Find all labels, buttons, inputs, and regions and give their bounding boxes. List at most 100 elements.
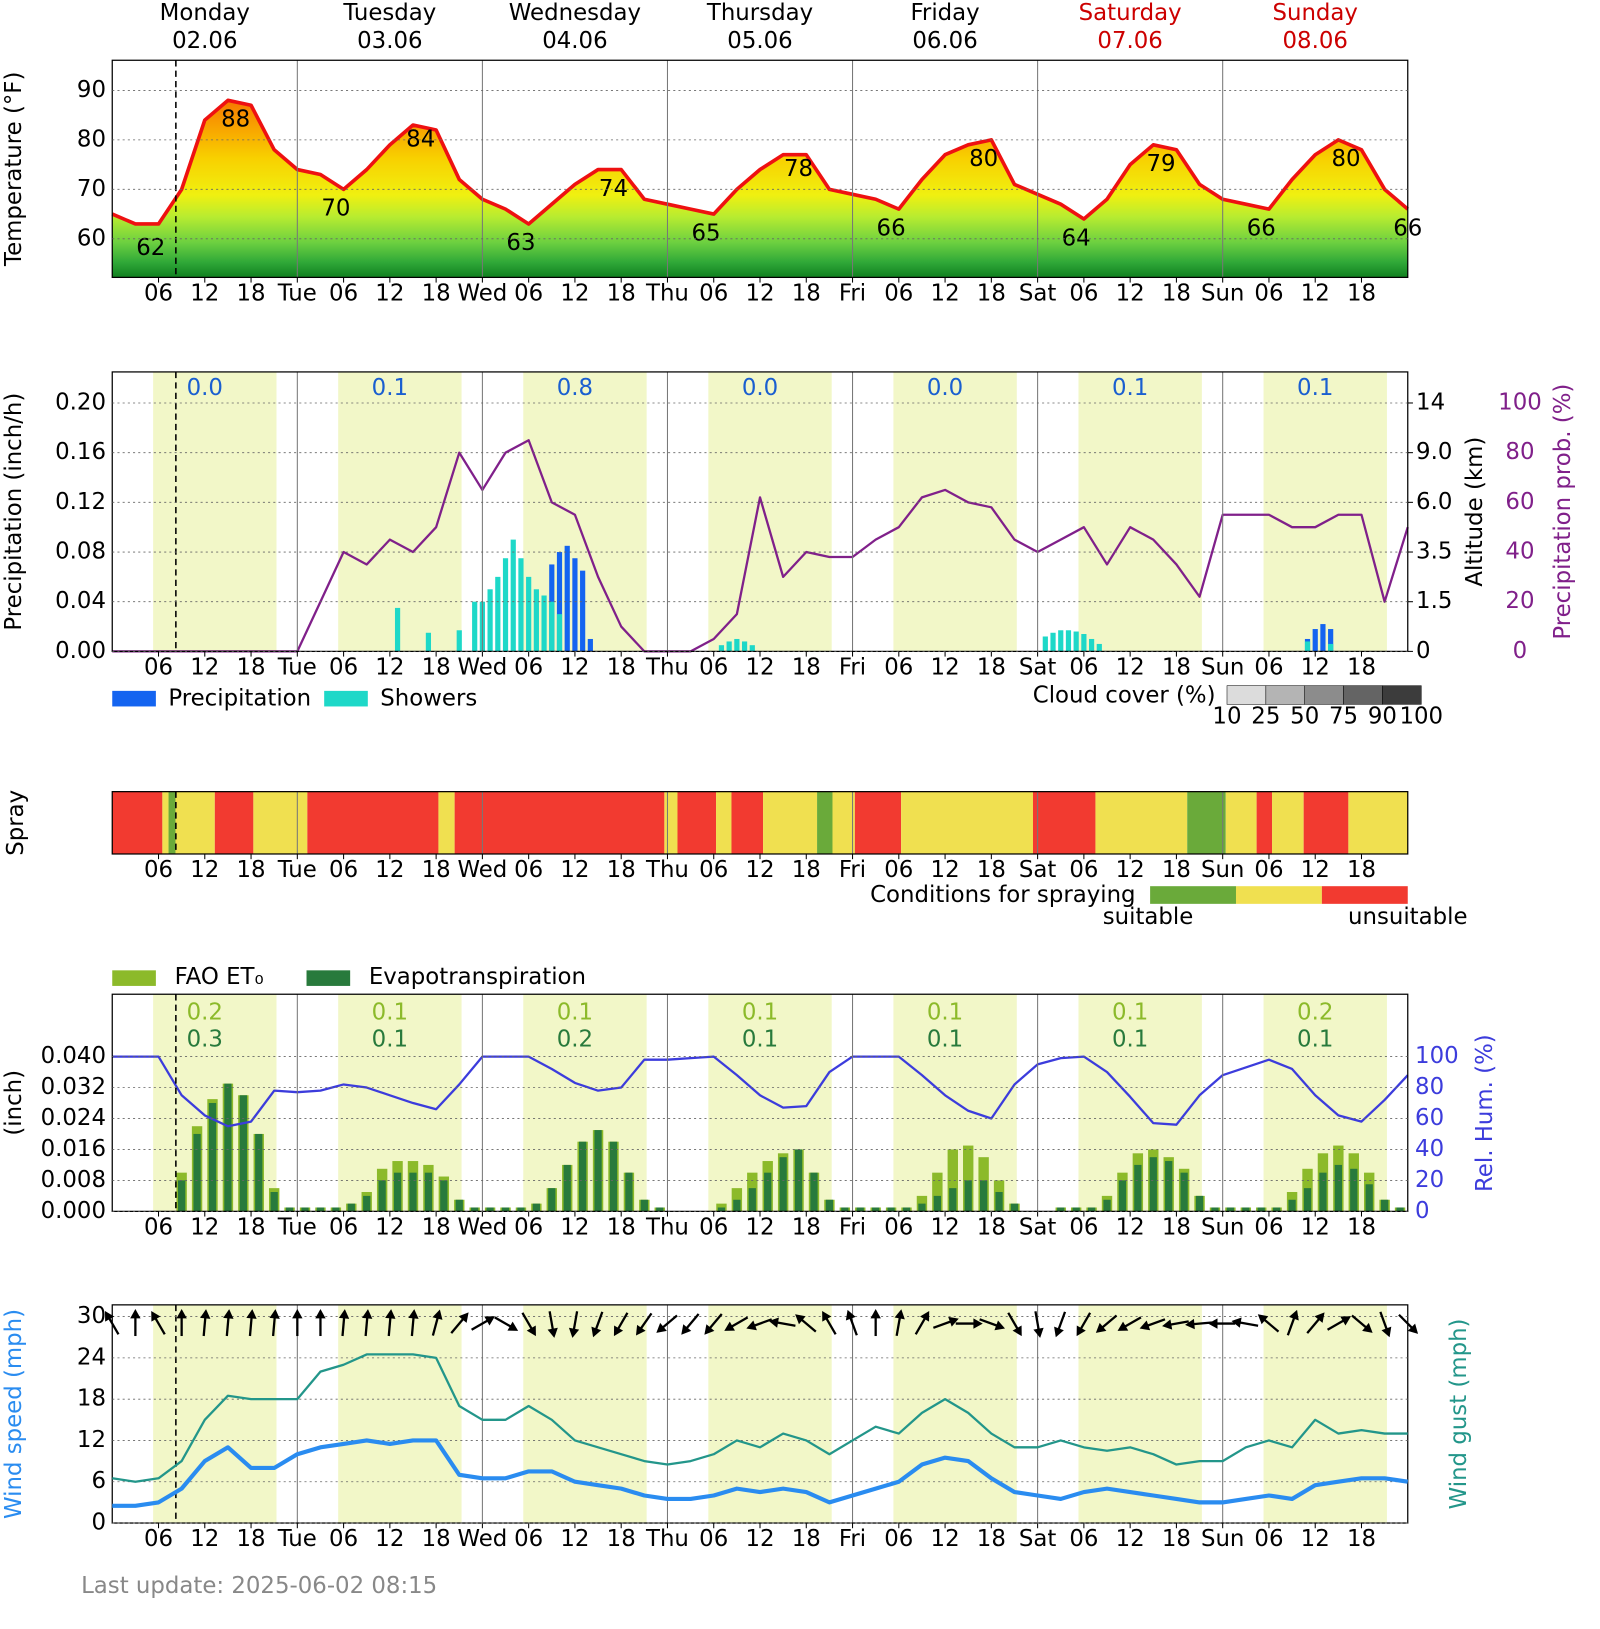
legend-swatch — [1343, 685, 1383, 705]
bar — [856, 1207, 864, 1212]
daily-total: 0.0 — [742, 375, 778, 401]
arrow-head — [724, 1321, 735, 1331]
x-tick-label: 12 — [560, 1214, 589, 1240]
arrow-head — [1033, 1327, 1044, 1338]
bar — [1242, 1207, 1250, 1212]
daylight — [708, 371, 832, 652]
x-tick-label: 18 — [607, 655, 636, 681]
bar — [1088, 638, 1095, 652]
wind-arrow — [1208, 1318, 1236, 1329]
bar — [949, 1188, 957, 1212]
legend-swatch — [1265, 685, 1305, 705]
wind-arrow — [613, 1312, 629, 1337]
wind-arrow — [1326, 1316, 1351, 1331]
x-tick-label: 06 — [884, 1214, 913, 1240]
spray-segment — [1032, 791, 1096, 854]
x-tick-label: 18 — [792, 1526, 821, 1552]
y-tick-label: 60 — [77, 225, 106, 251]
arrow-head — [1012, 1325, 1022, 1337]
wind-arrow — [932, 1316, 959, 1329]
x-tick-label: Sat — [1019, 281, 1056, 307]
x-tick-label: 06 — [699, 655, 728, 681]
x-tick-label: Thu — [645, 655, 689, 681]
spray-segment — [214, 791, 254, 854]
x-tick-label: 18 — [1347, 857, 1376, 883]
axis-label: Spray — [3, 790, 29, 856]
bar — [947, 1149, 958, 1212]
bar — [1050, 632, 1056, 652]
x-tick-label: 18 — [1347, 1526, 1376, 1552]
x-tick-label: 12 — [745, 857, 774, 883]
x-tick-label: 12 — [1301, 1526, 1330, 1552]
bar — [363, 1195, 371, 1212]
bar — [1073, 631, 1079, 652]
bar — [487, 589, 493, 652]
y2-tick-label: 14 — [1416, 389, 1445, 415]
x-tick-label: 06 — [1254, 857, 1283, 883]
legend-swatch — [1304, 685, 1344, 705]
x-tick-label: 18 — [607, 1526, 636, 1552]
legend-swatch — [112, 690, 156, 707]
legend-swatch — [1382, 685, 1422, 705]
axis-label: Rel. Hum. (%) — [1472, 1034, 1498, 1192]
axis-label: Precipitation prob. (%) — [1550, 384, 1576, 640]
extreme-label: 88 — [221, 107, 250, 133]
arrow-head — [1095, 1322, 1107, 1333]
x-tick-label: 06 — [329, 281, 358, 307]
x-tick-label: 12 — [375, 857, 404, 883]
y-tick-label: 0.08 — [55, 539, 106, 565]
x-tick-label: 06 — [884, 655, 913, 681]
bar — [301, 1207, 309, 1212]
y2-tick-label: 20 — [1505, 588, 1534, 614]
x-tick-label: 12 — [1116, 655, 1145, 681]
wind-arrow — [1007, 1312, 1022, 1337]
bar — [193, 1133, 201, 1212]
x-tick-label: 18 — [1162, 655, 1191, 681]
wind-arrow — [979, 1318, 1006, 1331]
bar — [1134, 1164, 1142, 1212]
bar — [1087, 1207, 1096, 1212]
x-tick-label: 18 — [422, 857, 451, 883]
bar — [517, 1207, 525, 1212]
extreme-label: 79 — [1146, 151, 1175, 177]
wind-arrow — [1185, 1318, 1213, 1330]
x-tick-label: 12 — [375, 655, 404, 681]
x-tick-label: Tue — [277, 1214, 317, 1240]
bar — [656, 1207, 664, 1212]
bar — [1180, 1172, 1188, 1212]
daylight — [1263, 1304, 1387, 1524]
legend-level: 100 — [1399, 703, 1443, 729]
arrow-head — [920, 1310, 930, 1322]
bar — [285, 1207, 294, 1212]
bar — [963, 1145, 974, 1212]
arrow-head — [822, 1310, 832, 1322]
wind-arrow — [130, 1309, 141, 1337]
bar — [887, 1207, 895, 1212]
x-tick-label: 12 — [1301, 1214, 1330, 1240]
x-tick-label: Tue — [277, 1526, 317, 1552]
wind-arrow — [1231, 1317, 1259, 1328]
y2-tick-label: 0 — [1513, 638, 1528, 664]
bar — [1165, 1161, 1173, 1212]
spray-segment — [1187, 791, 1226, 854]
x-tick-label: 12 — [560, 1526, 589, 1552]
x-tick-label: 18 — [977, 1214, 1006, 1240]
day-date: 05.06 — [727, 28, 792, 54]
x-tick-label: 06 — [1069, 1526, 1098, 1552]
bar — [726, 641, 732, 652]
x-tick-label: 18 — [1347, 655, 1376, 681]
spray-segment — [175, 791, 215, 854]
bar — [332, 1207, 340, 1212]
x-tick-label: Tue — [277, 857, 317, 883]
wind-arrow — [656, 1314, 678, 1333]
bar — [718, 645, 725, 652]
x-tick-label: 12 — [190, 1214, 219, 1240]
day-name: Tuesday — [342, 0, 436, 26]
arrow-head — [591, 1326, 602, 1338]
day-date: 06.06 — [912, 28, 977, 54]
x-tick-label: 12 — [931, 1214, 960, 1240]
bar — [580, 570, 586, 652]
bar — [995, 1192, 1003, 1212]
spray-segment — [664, 791, 678, 854]
arrow-head — [246, 1309, 257, 1319]
